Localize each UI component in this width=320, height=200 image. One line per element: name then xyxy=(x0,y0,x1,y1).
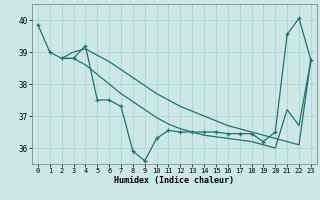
X-axis label: Humidex (Indice chaleur): Humidex (Indice chaleur) xyxy=(115,176,234,185)
